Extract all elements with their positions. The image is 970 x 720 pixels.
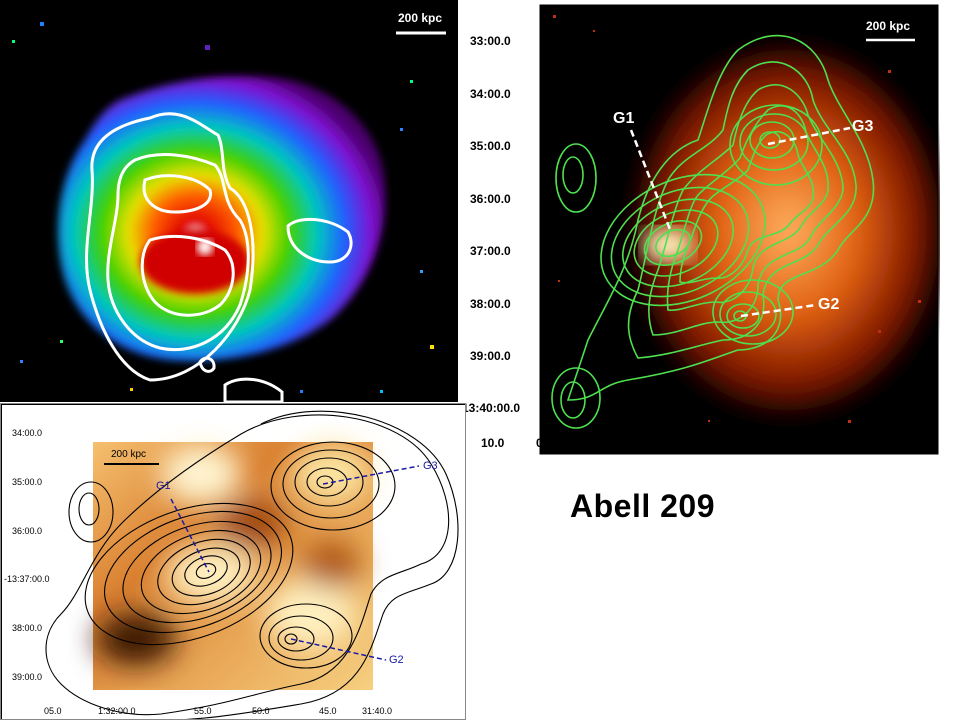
panel-c-label-g3: G3 [423, 460, 438, 472]
g3-pointer-line [767, 126, 851, 146]
panel-b-contours [551, 34, 875, 429]
g2-pointer-line [290, 638, 387, 661]
figure-title: Abell 209 [570, 488, 716, 524]
y-tick: 35:00.0 [470, 139, 511, 153]
y-tick: 36:00.0 [12, 526, 43, 536]
panel-a-contours [85, 112, 353, 402]
panel-b-noise-pixels [553, 15, 921, 423]
panel-b-label-g3: G3 [852, 118, 874, 135]
y-tick: 35:00.0 [12, 477, 43, 487]
x-tick: 55.0 [194, 706, 212, 716]
x-tick: 55.0 [654, 436, 678, 450]
xray-core-peak [140, 230, 250, 294]
panel-c-label-g2: G2 [389, 654, 404, 666]
x-tick: 50.0 [252, 706, 270, 716]
y-tick: -13:37:00.0 [4, 574, 50, 584]
g1-pointer-line [629, 129, 673, 233]
panel-a-noise-pixels [12, 22, 434, 393]
x-tick: 31:40.0 [801, 436, 842, 450]
g1-pointer-line [170, 498, 210, 573]
xray-emission-blob [57, 76, 386, 361]
panel-b-label-g2: G2 [818, 296, 840, 313]
panel-a-scalebar-label: 200 kpc [398, 11, 443, 25]
y-tick: 37:00.0 [470, 244, 511, 258]
panel-b-image [539, 4, 940, 455]
y-tick: 38:00.0 [12, 623, 43, 633]
x-tick: 05.0 [536, 436, 560, 450]
y-tick: 34:00.0 [470, 87, 511, 101]
y-tick: 33:00.0 [470, 34, 511, 48]
panel-b-galaxy-density-map: 200 kpc G1 G3 G2 33:00.0 34:00.0 35:00.0… [458, 0, 940, 456]
y-tick: 38:00.0 [470, 297, 511, 311]
panel-b-scalebar-label: 200 kpc [866, 19, 911, 33]
panel-a-image [0, 0, 458, 402]
x-tick: 50.0 [706, 436, 730, 450]
lensing-map-features [96, 444, 371, 665]
g2-pointer-line [740, 303, 817, 318]
g3-pointer-line [322, 465, 420, 485]
panel-c-label-g1: G1 [156, 480, 171, 492]
x-tick: 1:32:00.0 [576, 436, 628, 450]
x-tick: 05.0 [44, 706, 62, 716]
x-tick: 1:32:00.0 [98, 706, 136, 716]
x-tick: 45.0 [319, 706, 337, 716]
x-tick: 10.0 [481, 436, 505, 450]
panel-b-label-g1: G1 [613, 110, 635, 127]
panel-c-mass-map: 200 kpc G1 G3 G2 34:00.0 35:00.0 36:00.0… [0, 403, 466, 720]
y-tick: 39:00.0 [12, 672, 43, 682]
panel-c-scalebar-label: 200 kpc [111, 449, 147, 460]
y-tick: 34:00.0 [12, 428, 43, 438]
x-tick: 35.0 [874, 436, 898, 450]
panel-c-contours [45, 410, 459, 719]
y-tick: 36:00.0 [470, 192, 511, 206]
x-tick: 45.0 [760, 436, 784, 450]
panel-c-image [1, 404, 465, 719]
x-tick: 31:40.0 [362, 706, 393, 716]
panel-a-xray-map: 200 kpc [0, 0, 458, 402]
y-tick: 39:00.0 [470, 349, 511, 363]
y-tick: -13:40:00.0 [458, 401, 521, 415]
